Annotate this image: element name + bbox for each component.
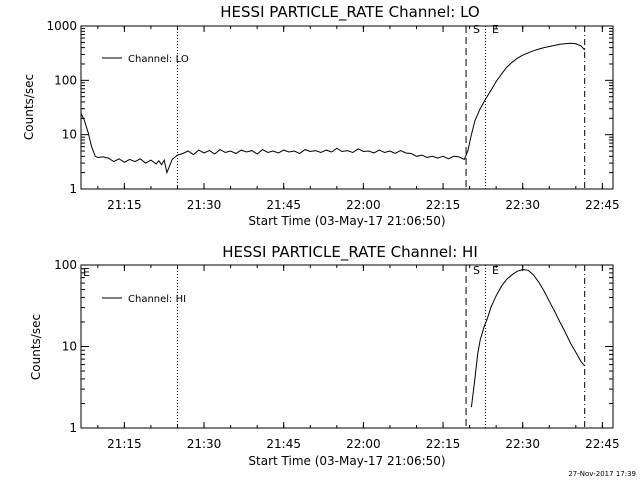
hi-y-axis-label: Counts/sec [29, 314, 43, 380]
lo-x-tick-label: 21:45 [266, 198, 301, 212]
hi-y-tick-label: 10 [62, 340, 77, 354]
hi-x-tick-label: 22:15 [426, 437, 461, 451]
hi-x-tick-label: 21:15 [107, 437, 142, 451]
hi-marker-end: E [492, 264, 499, 277]
lo-x-tick-label: 22:15 [426, 198, 461, 212]
lo-x-axis-label: Start Time (03-May-17 21:06:50) [248, 214, 445, 228]
hi-x-axis-label: Start Time (03-May-17 21:06:50) [248, 454, 445, 468]
lo-series-line [80, 42, 586, 175]
hi-channel-panel: HESSI PARTICLE_RATE Channel: HI 21:15 21:… [29, 243, 620, 468]
hi-x-tick-label: 22:45 [585, 437, 620, 451]
hi-x-tick-label: 21:45 [266, 437, 301, 451]
lo-y-axis-label: Counts/sec [22, 74, 36, 140]
hi-x-tick-label: 21:30 [187, 437, 222, 451]
hi-y-tick-label: 1 [69, 421, 77, 435]
lo-x-tick-label: 22:30 [505, 198, 540, 212]
hi-x-tick-label: 22:00 [346, 437, 381, 451]
lo-x-axis: 21:15 21:30 21:45 22:00 22:15 22:30 22:45 [97, 26, 620, 212]
hi-y-tick-label: 100 [54, 258, 77, 272]
hi-corner-label: E [83, 266, 90, 279]
hi-x-axis: 21:15 21:30 21:45 22:00 22:15 22:30 22:45 [97, 265, 620, 451]
lo-y-tick-label: 1 [69, 182, 77, 196]
lo-marker-start: S [473, 23, 480, 36]
hi-y-axis: 1 10 100 [54, 258, 613, 435]
hi-marker-start: S [473, 264, 480, 277]
lo-event-lines [176, 26, 586, 189]
lo-x-tick-label: 21:15 [107, 198, 142, 212]
lo-y-tick-label: 1000 [46, 19, 77, 33]
lo-legend-label: Channel: LO [128, 54, 189, 65]
lo-channel-panel: HESSI PARTICLE_RATE Channel: LO 21:15 21:… [22, 3, 620, 228]
lo-x-tick-label: 22:00 [346, 198, 381, 212]
hi-chart-title: HESSI PARTICLE_RATE Channel: HI [222, 243, 478, 262]
hi-legend-label: Channel: HI [128, 294, 186, 305]
hi-x-tick-label: 22:30 [505, 437, 540, 451]
lo-x-tick-label: 21:30 [187, 198, 222, 212]
generated-timestamp: 27-Nov-2017 17:39 [568, 470, 636, 478]
lo-y-axis: 1 10 100 1000 [46, 19, 613, 196]
lo-chart-title: HESSI PARTICLE_RATE Channel: LO [220, 3, 479, 22]
lo-x-tick-label: 22:45 [585, 198, 620, 212]
lo-marker-end: E [492, 23, 499, 36]
lo-y-tick-label: 100 [54, 73, 77, 87]
hi-series-line [470, 268, 586, 408]
hi-event-lines [176, 265, 586, 428]
lo-plot-frame [80, 25, 614, 190]
lo-y-tick-label: 10 [62, 128, 77, 142]
